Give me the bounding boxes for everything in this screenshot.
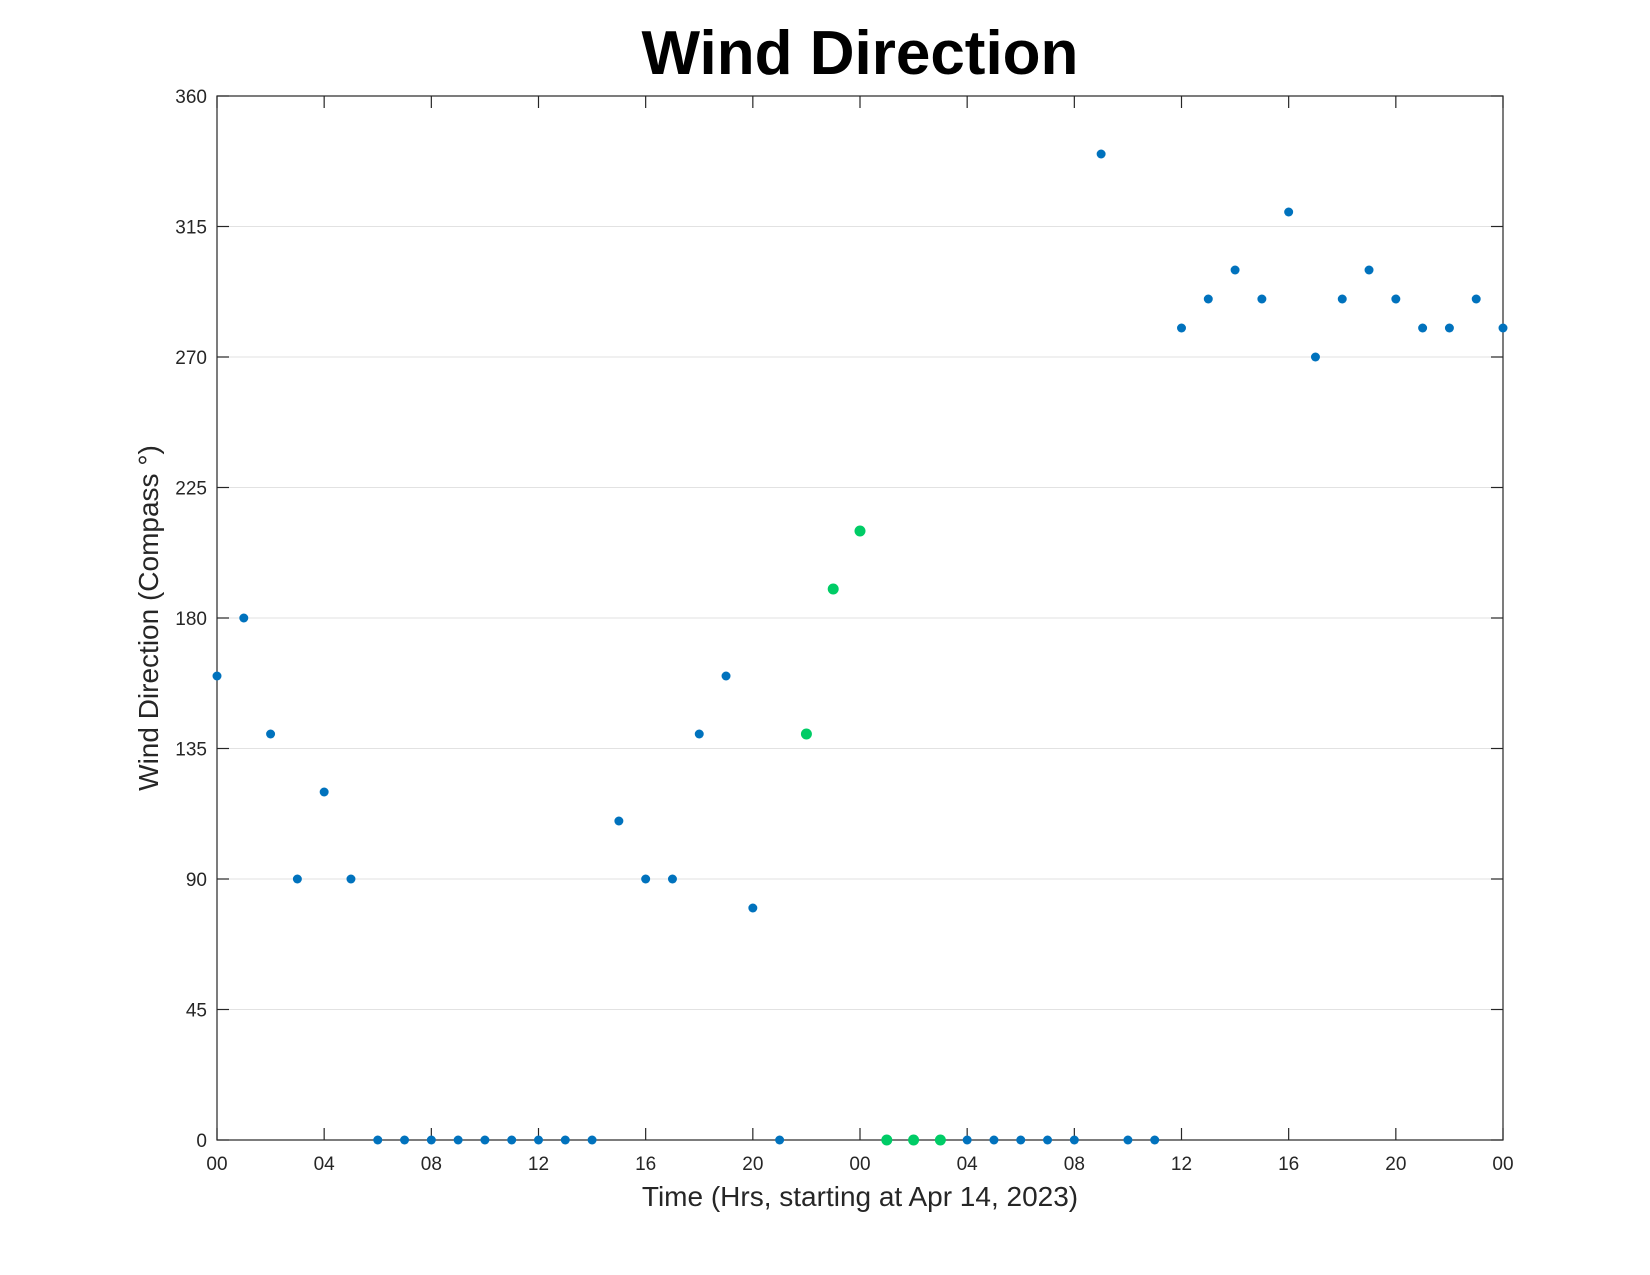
x-tick-label: 04: [957, 1154, 979, 1175]
data-point: [1257, 294, 1267, 304]
data-point: [346, 874, 356, 884]
x-tick-label: 16: [1278, 1154, 1299, 1175]
data-point: [694, 729, 704, 739]
data-point: [373, 1135, 383, 1145]
x-tick-label: 00: [206, 1154, 227, 1175]
data-point: [1177, 323, 1186, 333]
chart-title: Wind Direction: [642, 19, 1079, 88]
data-point: [667, 874, 677, 884]
data-point: [1364, 265, 1374, 275]
x-tick-label: 08: [421, 1154, 442, 1175]
data-point: [426, 1135, 436, 1145]
data-point: [1310, 352, 1320, 362]
data-point: [1444, 323, 1454, 333]
x-tick-label: 16: [635, 1154, 656, 1175]
data-point: [1418, 323, 1428, 333]
x-tick-label: 12: [528, 1154, 549, 1175]
gridlines: [217, 226, 1503, 1010]
data-point: [614, 816, 624, 826]
data-point: [587, 1135, 597, 1145]
x-axis-label: Time (Hrs, starting at Apr 14, 2023): [642, 1181, 1078, 1212]
data-point: [239, 613, 249, 623]
data-point: [934, 1134, 946, 1146]
x-tick-label: 04: [314, 1154, 336, 1175]
data-point: [1150, 1135, 1160, 1145]
y-tick-label: 180: [175, 609, 207, 630]
data-point: [962, 1135, 972, 1145]
y-tick-label: 360: [175, 87, 207, 108]
y-axis-label: Wind Direction (Compass °): [133, 445, 164, 791]
y-tick-label: 135: [175, 740, 207, 761]
data-point: [1203, 294, 1213, 304]
data-point: [453, 1135, 463, 1145]
data-point: [775, 1135, 785, 1145]
x-tick-label: 20: [742, 1154, 763, 1175]
y-tick-label: 90: [186, 870, 207, 891]
data-point: [1498, 323, 1508, 333]
y-tick-label: 315: [175, 218, 207, 239]
data-point: [212, 671, 222, 681]
data-point: [292, 874, 302, 884]
data-point: [989, 1135, 999, 1145]
x-tick-label: 00: [1492, 1154, 1513, 1175]
x-tick-label: 00: [849, 1154, 870, 1175]
data-point: [480, 1135, 490, 1145]
data-point: [721, 671, 731, 681]
x-tick-label: 12: [1171, 1154, 1192, 1175]
data-point: [881, 1134, 893, 1146]
data-point: [1043, 1135, 1053, 1145]
axis-ticks: 0 45 90 135 180 225 270 315 360 00 04 08 12 16 20 00 04 0…: [175, 87, 1513, 1175]
data-point: [800, 728, 812, 740]
data-point: [1284, 207, 1294, 217]
data-point: [827, 583, 839, 595]
data-point: [1123, 1135, 1133, 1145]
data-point: [1337, 294, 1347, 304]
data-point: [641, 874, 651, 884]
data-point: [1391, 294, 1401, 304]
y-tick-label: 45: [186, 1001, 207, 1022]
y-tick-label: 225: [175, 479, 207, 500]
data-point: [908, 1134, 920, 1146]
data-point: [1096, 149, 1106, 159]
y-tick-label: 0: [196, 1131, 207, 1152]
data-point: [854, 525, 866, 537]
data-point: [1230, 265, 1240, 275]
data-point: [400, 1135, 410, 1145]
data-point: [560, 1135, 570, 1145]
data-point: [534, 1135, 543, 1145]
x-tick-label: 08: [1064, 1154, 1085, 1175]
data-point: [748, 903, 758, 913]
y-tick-label: 270: [175, 348, 207, 369]
data-point: [1069, 1135, 1079, 1145]
data-point: [1471, 294, 1481, 304]
data-point: [266, 729, 276, 739]
data-points: [212, 149, 1508, 1146]
data-point: [507, 1135, 517, 1145]
x-tick-label: 20: [1385, 1154, 1406, 1175]
data-point: [1016, 1135, 1026, 1145]
data-point: [319, 787, 329, 797]
